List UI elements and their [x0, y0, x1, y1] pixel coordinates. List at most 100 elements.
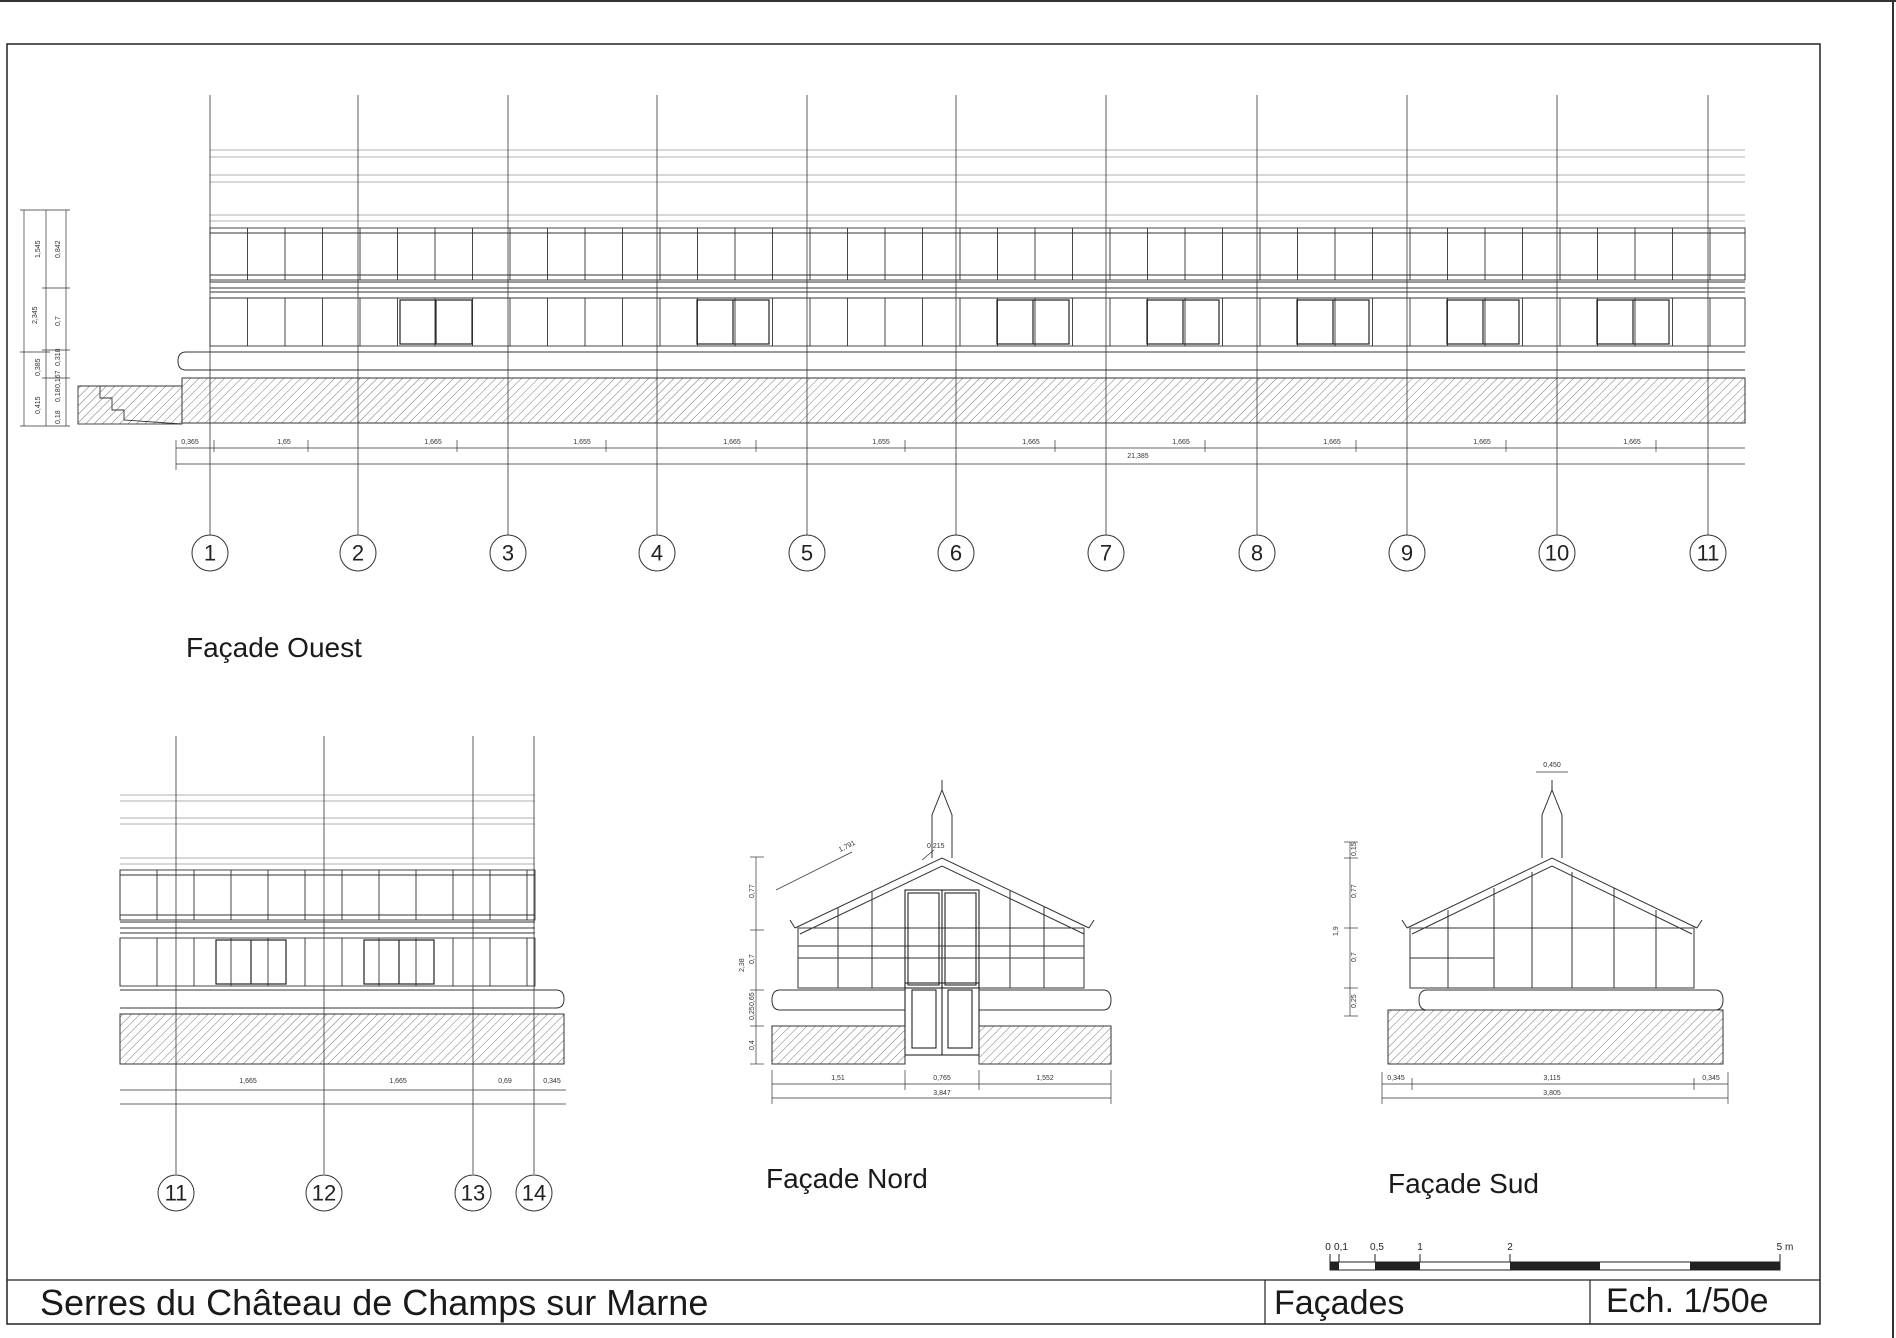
bay-dimension: 1,665	[1172, 439, 1190, 446]
axis-number: 7	[1100, 541, 1112, 566]
axis-number: 5	[801, 541, 813, 566]
overall-dimension: 3,805	[1543, 1090, 1561, 1097]
upper-mullions	[209, 228, 1711, 280]
axis-bubble	[515, 1174, 553, 1212]
facade-ouest-continuation: 1,665 1,665 0,69 0,345 11 12 13 14	[119, 736, 566, 1212]
axis-number: 4	[651, 541, 663, 566]
dim-text: 2,38	[739, 958, 746, 972]
axis-number: 9	[1401, 541, 1413, 566]
bay-dimension: 1,665	[1022, 439, 1040, 446]
dim-text: 0,7	[1351, 952, 1358, 962]
dim-text: 0,18	[55, 410, 62, 424]
dim-text: 0,7	[55, 316, 62, 326]
gable-frame	[1401, 780, 1703, 989]
dim-text: 0,167	[55, 370, 62, 388]
grid-axes: 1 2 3 4 5 6 7 8 9 10 11	[191, 95, 1727, 572]
masonry-base	[181, 377, 1746, 424]
masonry-base-right	[978, 1025, 1112, 1065]
project-title: Serres du Château de Champs sur Marne	[40, 1282, 709, 1323]
bay-dimension: 1,655	[573, 439, 591, 446]
dim-text: 3,115	[1544, 1075, 1561, 1082]
bay-dimension: 1,665	[1323, 439, 1341, 446]
coping	[120, 989, 565, 1015]
roof-slope-dimension: 1,791	[838, 840, 857, 854]
bay-dimension: 1,665	[1623, 439, 1641, 446]
dim-text: 0,65	[749, 992, 756, 1006]
dim-text: 0,15	[1351, 842, 1358, 856]
lower-glazing	[209, 297, 1746, 347]
scale-label: 1	[1417, 1242, 1423, 1253]
scale-label: 5 m	[1777, 1242, 1794, 1253]
bay-dimension: 1,665	[723, 439, 741, 446]
horizontal-dimension-lines	[120, 1089, 566, 1105]
bay-dimension: 1,665	[424, 439, 442, 446]
roof-lines	[210, 149, 1745, 222]
axis-number: 8	[1251, 541, 1263, 566]
bay-dimension: 0,365	[181, 439, 199, 446]
dim-text: 2,345	[32, 306, 39, 324]
dim-text: 1,545	[35, 240, 42, 258]
dim-text: 0,7	[749, 954, 756, 964]
facade-sud-title: Façade Sud	[1388, 1168, 1539, 1199]
coping	[1388, 989, 1724, 1011]
dim-text: 1,665	[389, 1078, 407, 1085]
bay-dimension-labels: 0,365 1,65 1,665 1,655 1,665 1,655 1,665 1,665 1…	[181, 439, 1657, 452]
axis-bubble	[1087, 534, 1125, 572]
overall-dimension: 3,847	[933, 1090, 951, 1097]
scale-label: 2	[1507, 1242, 1513, 1253]
axis-number: 10	[1545, 541, 1569, 566]
dim-text: 1,552	[1036, 1075, 1054, 1082]
facade-sud-elevation: 0,450 0,345 3,115 0,345 3,805 1,9 0,15 0…	[1333, 762, 1729, 1104]
coping	[771, 989, 1112, 1011]
lower-mullions	[209, 298, 1711, 346]
openable-windows	[399, 299, 1670, 345]
facade-ouest-title: Façade Ouest	[186, 632, 362, 663]
dim-text: 0,25	[1351, 994, 1358, 1008]
horizontal-dimension-lines	[175, 440, 1745, 470]
dim-text: 0,77	[1351, 884, 1358, 898]
masonry-base-left	[771, 1025, 906, 1065]
facade-nord-title: Façade Nord	[766, 1163, 928, 1194]
scale-label: 0,5	[1370, 1242, 1384, 1253]
axis-number: 3	[502, 541, 514, 566]
axis-number: 11	[165, 1181, 188, 1206]
axis-number: 1	[204, 541, 216, 566]
coping	[177, 351, 1745, 379]
masonry-base	[119, 1013, 565, 1065]
drawing-scale: Ech. 1/50e	[1606, 1282, 1769, 1320]
axis-number: 14	[522, 1181, 546, 1206]
roof-lines	[120, 794, 535, 865]
axis-number: 11	[1697, 541, 1720, 566]
dim-text: 1,9	[1333, 926, 1340, 936]
bay-dimension: 1,65	[277, 439, 291, 446]
dim-text: 0,842	[55, 240, 62, 258]
axis-number: 6	[950, 541, 962, 566]
bay-dimension: 1,655	[872, 439, 890, 446]
axis-bubble	[489, 534, 527, 572]
axis-bubble	[339, 534, 377, 572]
axis-number: 13	[461, 1181, 485, 1206]
spire-width-dimension: 0,450	[1543, 762, 1561, 769]
axis-bubble	[788, 534, 826, 572]
openable-windows	[215, 939, 435, 985]
dim-text: 0,385	[35, 358, 42, 376]
axis-bubble	[157, 1174, 195, 1212]
title-block-frame	[7, 1279, 1820, 1324]
gable-frame	[789, 780, 1095, 989]
dim-text: 0,25	[749, 1006, 756, 1020]
axis-bubble	[1689, 534, 1727, 572]
axis-bubble	[1538, 534, 1576, 572]
axis-bubble	[191, 534, 229, 572]
overall-dimension: 21,385	[1127, 453, 1149, 460]
dim-text: 0,345	[543, 1078, 561, 1085]
dim-text: 0,345	[1387, 1075, 1405, 1082]
dimension-lines	[1344, 771, 1729, 1104]
dim-text: 0,77	[749, 884, 756, 898]
grid-axes: 11 12 13 14	[157, 736, 553, 1212]
mullions	[119, 870, 528, 986]
dim-text: 0,318	[55, 348, 62, 366]
dim-text: 0,4	[749, 1040, 756, 1050]
vertical-dimensions	[20, 209, 70, 427]
axis-number: 2	[352, 541, 364, 566]
bay-dimension-labels: 1,665 1,665 0,69 0,345	[239, 1078, 561, 1085]
